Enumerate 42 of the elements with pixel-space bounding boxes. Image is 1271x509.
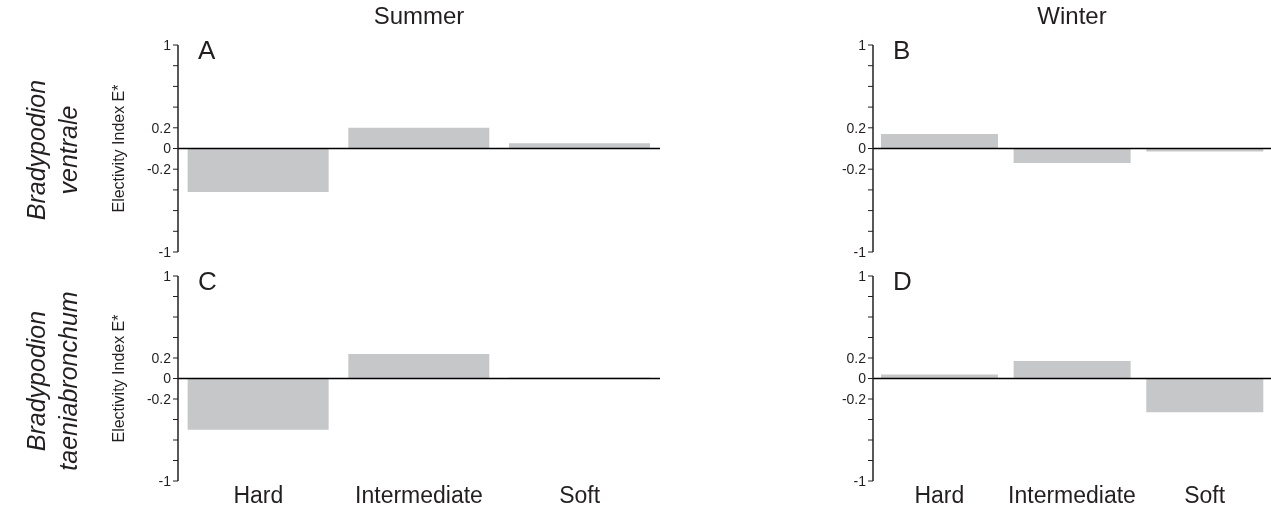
annotation: C (198, 266, 217, 297)
bar (1013, 361, 1131, 379)
y-tick-label: 0 (163, 140, 172, 157)
y-tick-label: -1 (158, 472, 172, 489)
text: Bradypodion taeniabronchum (21, 290, 83, 473)
y-tick-label: 1 (163, 267, 172, 284)
annotation: B (893, 35, 911, 66)
annotation: D (893, 266, 912, 297)
y-tick-label: 0.2 (846, 119, 867, 136)
y-axis-title: Electivity Index E* (109, 314, 127, 443)
bar (187, 378, 329, 430)
x-tick-label: Hard (233, 482, 284, 509)
y-tick-label: 1 (858, 267, 867, 284)
bar (348, 353, 490, 379)
annotation: A (198, 35, 216, 66)
y-tick-label: 0.2 (151, 119, 172, 136)
y-tick-label: 1 (858, 36, 867, 53)
y-tick-label: -0.2 (841, 390, 867, 407)
x-tick-label: Hard (914, 482, 965, 509)
chart-title: Winter (1036, 2, 1108, 30)
x-tick-label: Soft (559, 482, 601, 509)
x-tick-label: Intermediate (355, 482, 483, 509)
y-tick-label: -1 (853, 243, 867, 260)
y-tick-label: 1 (163, 36, 172, 53)
text: Bradypodion ventrale (21, 78, 83, 223)
chart-title: Summer (372, 2, 466, 30)
y-tick-label: 0.2 (151, 349, 172, 366)
bar (1146, 378, 1264, 413)
y-tick-label: -0.2 (146, 390, 172, 407)
y-tick-label: 0 (858, 370, 867, 387)
bar (348, 127, 490, 149)
y-tick-label: -0.2 (841, 161, 867, 178)
y-tick-label: 0 (163, 370, 172, 387)
y-tick-label: 0.2 (846, 349, 867, 366)
bar (187, 148, 329, 192)
x-tick-label: Soft (1184, 482, 1226, 509)
y-tick-label: 0 (858, 140, 867, 157)
y-tick-label: -0.2 (146, 161, 172, 178)
y-axis-title: Electivity Index E* (109, 84, 127, 213)
x-tick-label: Intermediate (1008, 482, 1136, 509)
y-tick-label: -1 (853, 472, 867, 489)
y-tick-label: -1 (158, 243, 172, 260)
